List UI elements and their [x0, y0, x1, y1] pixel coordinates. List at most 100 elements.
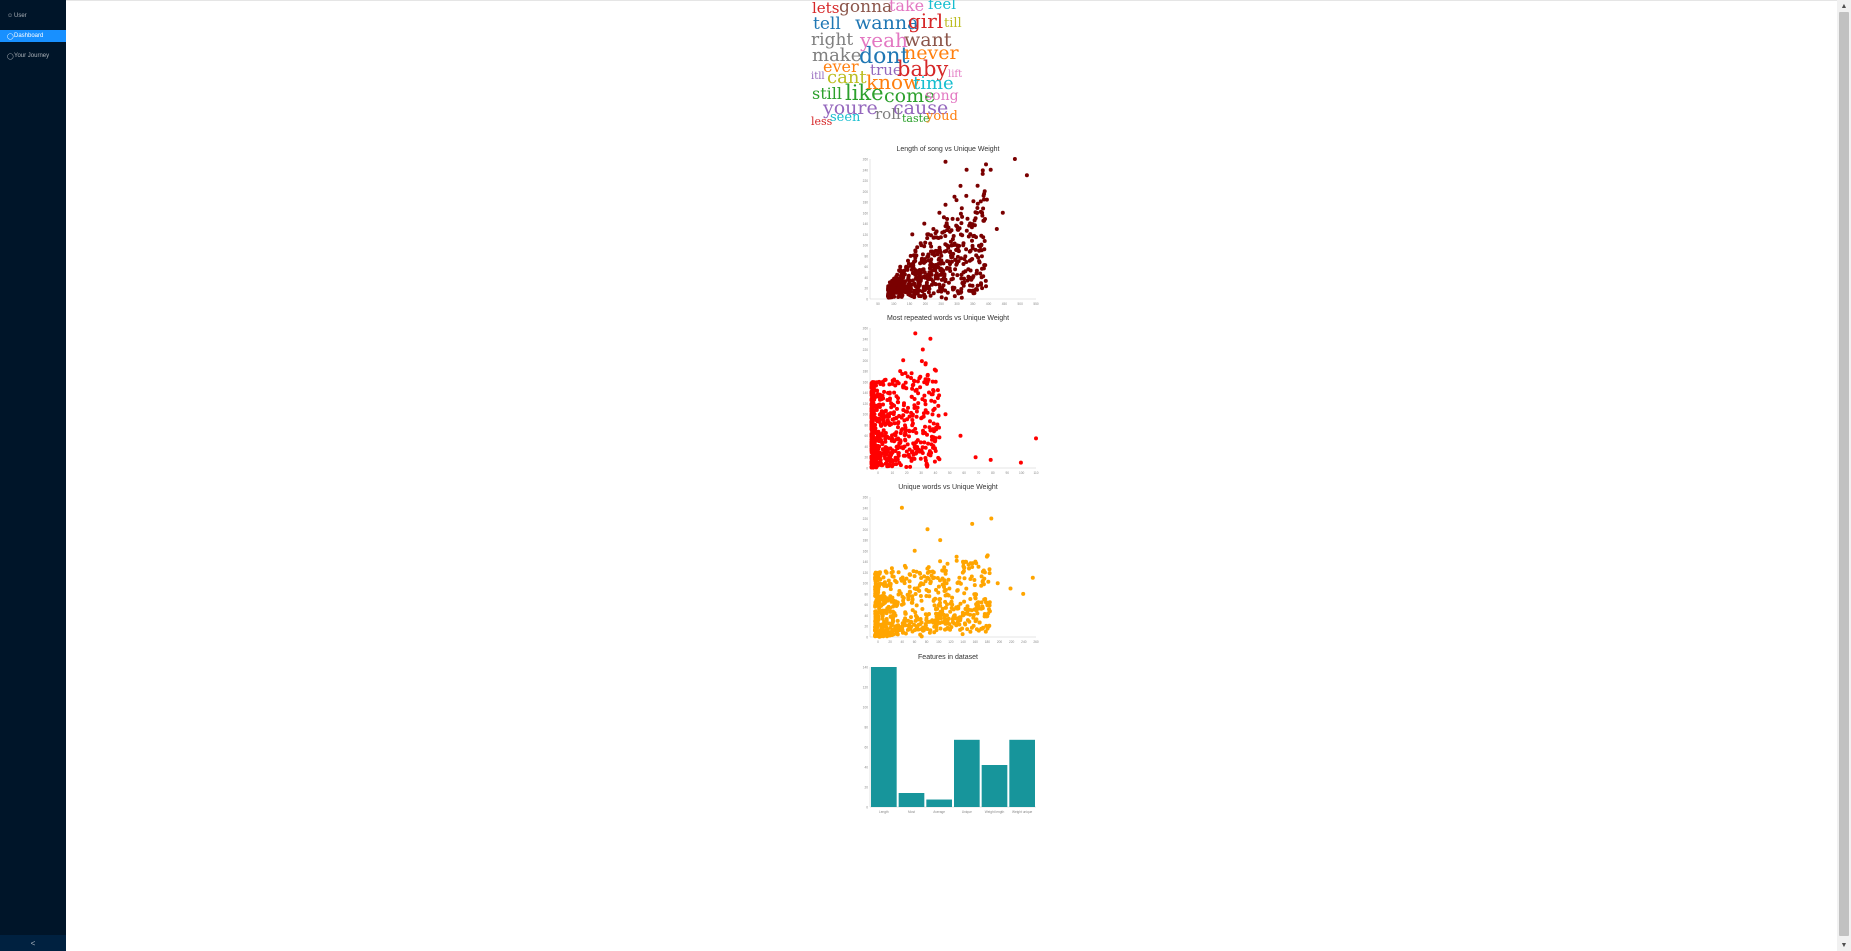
sidebar-item-dashboard[interactable]: ◯ Dashboard: [0, 30, 66, 42]
scroll-down-arrow-icon[interactable]: ▼: [1840, 941, 1848, 949]
scatter-point: [888, 587, 893, 592]
scrollbar[interactable]: ▲ ▼: [1837, 0, 1851, 951]
scatter-point: [1008, 586, 1013, 591]
x-tick-label: 450: [1002, 302, 1008, 306]
scatter-point: [946, 616, 951, 621]
scatter-point: [943, 412, 948, 417]
scatter-point: [883, 422, 888, 427]
x-tick-label: 140: [960, 640, 966, 644]
scatter-point: [979, 281, 983, 286]
scatter-point: [875, 624, 880, 629]
scatter-point: [929, 398, 934, 403]
scatter-point: [933, 607, 938, 612]
chevron-left-icon: <: [30, 938, 36, 948]
scatter-point: [901, 453, 906, 458]
scatter-point: [896, 570, 901, 575]
scatter-point: [905, 592, 910, 597]
scatter-point: [901, 275, 906, 280]
scatter-point: [932, 459, 937, 464]
scatter-point: [878, 610, 883, 615]
scatter-point: [896, 400, 901, 405]
scatter-point: [911, 253, 916, 258]
scatter-point: [906, 452, 911, 457]
scatter-point: [955, 289, 960, 294]
y-tick-label: 0: [866, 298, 868, 302]
scatter-point: [932, 603, 937, 608]
scroll-up-arrow-icon[interactable]: ▲: [1840, 2, 1848, 10]
scatter-point: [883, 569, 888, 574]
x-tick-label: 40: [901, 640, 905, 644]
scatter-point: [919, 576, 924, 580]
scatter-point: [971, 291, 976, 296]
scatter-point: [959, 287, 964, 291]
scatter-point: [924, 594, 929, 598]
scatter-point: [952, 613, 957, 618]
scatter-point: [961, 243, 966, 248]
scatter-point: [890, 433, 894, 438]
scatter-point: [910, 232, 915, 237]
y-tick-label: 120: [863, 686, 869, 690]
scatter-point: [885, 458, 889, 463]
scatter-point: [983, 263, 988, 268]
scatter-point: [943, 571, 948, 576]
scatter-point: [886, 294, 891, 299]
scatter-point: [948, 269, 953, 273]
scatter-point: [912, 378, 916, 383]
chart-4: Features in dataset 0 20 40 60 80 100 120 140 Len…: [848, 651, 1048, 816]
word-cloud-word: want: [904, 29, 952, 51]
scatter-point: [880, 616, 885, 621]
scatter-point: [882, 599, 887, 604]
scatter-point: [952, 294, 957, 299]
scatter-point: [925, 432, 929, 437]
scatter-point: [936, 611, 941, 616]
scatter-point: [908, 293, 913, 298]
scatter-point: [915, 245, 920, 250]
scatter-point: [943, 568, 948, 573]
scatter-point: [922, 270, 927, 275]
x-tick-label: 160: [973, 640, 979, 644]
scatter-point: [928, 263, 933, 267]
scatter-point: [909, 615, 913, 620]
scatter-point: [928, 419, 932, 424]
chart-3: Unique words vs Unique Weight 0 20 40 60 80 10…: [848, 481, 1048, 646]
scatter-point: [983, 278, 988, 283]
word-cloud: lets gonna take feel tell wanna girl till right y…: [66, 0, 1837, 141]
scatter-point: [970, 283, 975, 288]
y-tick-label: 100: [863, 706, 869, 710]
scatter-point: [931, 427, 936, 432]
y-tick-label: 260: [863, 327, 869, 331]
scatter-point: [945, 217, 950, 221]
scatter-point: [939, 258, 944, 263]
scatter-point: [971, 623, 976, 628]
sidebar-item-your-journey[interactable]: ◯ Your Journey: [0, 50, 66, 62]
scatter-point: [927, 286, 932, 291]
scatter-point: [927, 390, 931, 395]
scatter-point: [878, 417, 883, 422]
word-cloud-word: yeah: [860, 28, 908, 52]
scatter-point: [980, 286, 985, 291]
scatter-point: [926, 290, 931, 295]
scatter-point: [925, 232, 930, 237]
scatter-point: [933, 368, 938, 373]
scatter-point: [937, 248, 942, 253]
scatter-point: [968, 597, 973, 601]
scatter-points: [886, 157, 1029, 301]
scatter-point: [940, 230, 945, 235]
word-cloud-word: lift: [948, 69, 963, 80]
scatter-point: [905, 442, 910, 447]
chart-title: Length of song vs Unique Weight: [896, 146, 1000, 153]
scatter-point: [922, 292, 927, 297]
scatter-point: [974, 287, 978, 292]
scatter-point: [907, 282, 912, 287]
scroll-thumb[interactable]: [1839, 12, 1849, 936]
scatter-point: [919, 598, 924, 603]
sidebar-item-user[interactable]: ☺ User: [0, 10, 66, 22]
x-tick-label: 350: [970, 302, 976, 306]
scatter-point: [927, 612, 931, 616]
scatter-point: [927, 594, 932, 599]
scatter-point: [979, 233, 984, 238]
scatter-point: [894, 444, 899, 449]
sidebar-collapse-button[interactable]: <: [0, 935, 66, 951]
y-tick-label: 160: [863, 211, 869, 215]
scatter-point: [950, 595, 955, 600]
